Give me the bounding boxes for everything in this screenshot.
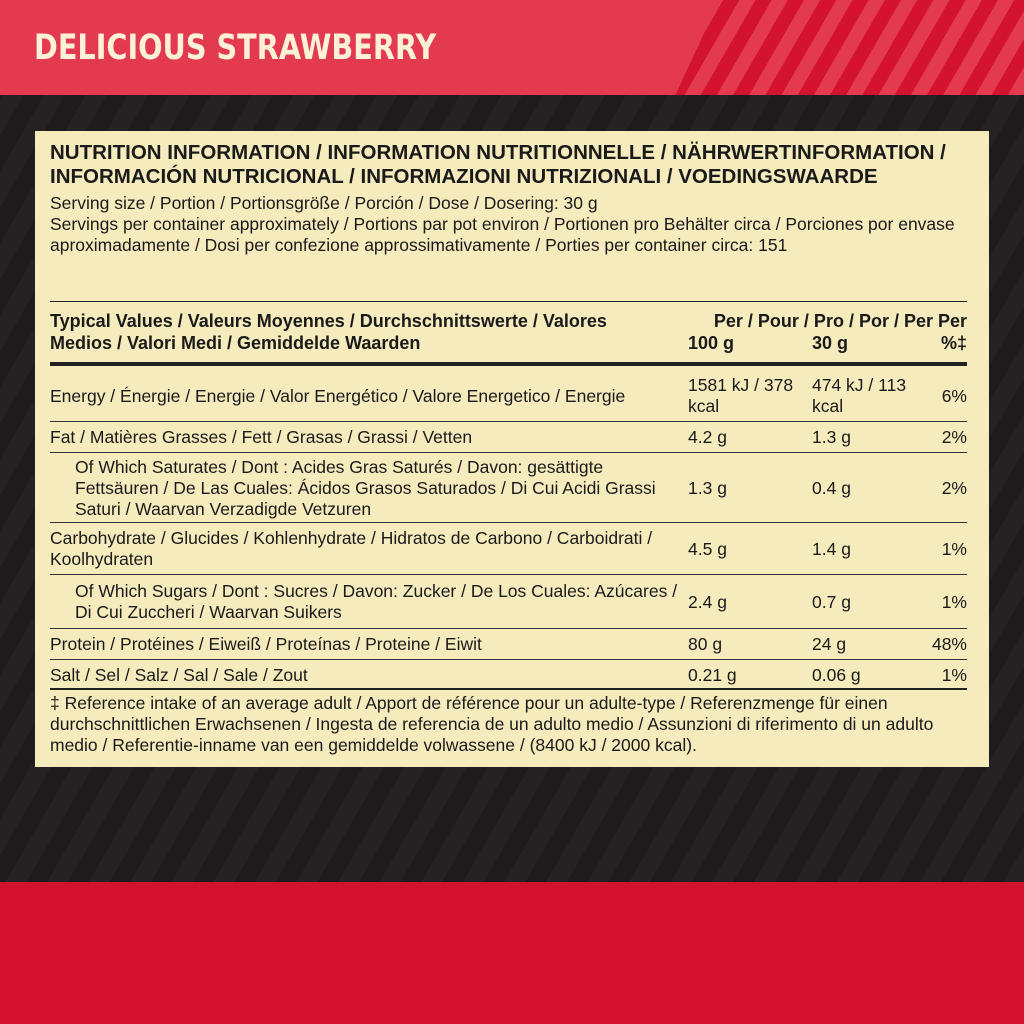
nutrient-label: Of Which Sugars / Dont : Sucres / Davon:… — [75, 581, 678, 622]
value-per-30g: 474 kJ / 113 kcal — [812, 375, 907, 416]
value-per-30g: 1.3 g — [812, 427, 851, 447]
nutrient-label: Salt / Sel / Salz / Sal / Sale / Zout — [50, 664, 308, 685]
value-per-100g: 1581 kJ / 378 kcal — [688, 375, 794, 416]
value-per-100g: 2.4 g — [688, 591, 727, 612]
value-per-100g: 4.5 g — [688, 538, 727, 559]
percent-ri: 1% — [941, 664, 967, 685]
serving-size: Serving size / Portion / Portionsgröße /… — [50, 193, 598, 213]
header-pct: %‡ — [940, 333, 967, 353]
percent-ri: 2% — [941, 477, 967, 498]
nutrient-row: Carbohydrate / Glucides / Kohlenhydrate … — [50, 523, 967, 575]
value-per-100g: 4.2 g — [688, 427, 727, 447]
banner-stripes — [584, 0, 1024, 95]
nutrient-label: Energy / Énergie / Energie / Valor Energ… — [50, 385, 626, 406]
header-100g: 100 g — [688, 333, 735, 353]
value-per-30g: 0.4 g — [812, 477, 851, 498]
nutrient-label: Fat / Matières Grasses / Fett / Grasas /… — [50, 427, 473, 447]
flavor-title: DELICIOUS STRAWBERRY — [34, 28, 437, 68]
nutrient-row: Of Which Saturates / Dont : Acides Gras … — [50, 453, 967, 523]
value-per-100g: 1.3 g — [688, 477, 727, 498]
footnote: ‡ Reference intake of an average adult /… — [50, 693, 934, 755]
nutrient-label: Of Which Saturates / Dont : Acides Gras … — [75, 456, 656, 519]
header-label: Typical Values / Valeurs Moyennes / Durc… — [50, 311, 607, 353]
percent-ri: 6% — [941, 385, 967, 406]
value-per-30g: 0.7 g — [812, 591, 851, 612]
nutrient-row: Protein / Protéines / Eiweiß / Proteínas… — [50, 629, 967, 660]
value-per-100g: 0.21 g — [688, 664, 737, 685]
nutrient-row: Fat / Matières Grasses / Fett / Grasas /… — [50, 422, 967, 453]
percent-ri: 2% — [941, 427, 967, 447]
nutrition-heading: NUTRITION INFORMATION / INFORMATION NUTR… — [50, 141, 946, 188]
servings-per-container: Servings per container approximately / P… — [50, 214, 955, 255]
value-per-100g: 80 g — [688, 634, 723, 654]
percent-ri: 1% — [941, 591, 967, 612]
header-per: Per / Pour / Pro / Por / Per Per — [713, 311, 967, 331]
nutrient-label: Carbohydrate / Glucides / Kohlenhydrate … — [50, 528, 653, 569]
bottom-band — [0, 882, 1024, 1024]
flavor-banner: DELICIOUS STRAWBERRY — [0, 0, 1024, 95]
value-per-30g: 24 g — [812, 634, 847, 654]
table-header: Typical Values / Valeurs Moyennes / Durc… — [50, 301, 967, 366]
percent-ri: 48% — [931, 634, 967, 654]
value-per-30g: 1.4 g — [812, 538, 851, 559]
nutrient-label: Protein / Protéines / Eiweiß / Proteínas… — [50, 634, 482, 654]
percent-ri: 1% — [941, 538, 967, 559]
nutrient-row: Salt / Sel / Salz / Sal / Sale / Zout 0.2… — [50, 660, 967, 690]
nutrition-panel: NUTRITION INFORMATION / INFORMATION NUTR… — [35, 131, 989, 767]
value-per-30g: 0.06 g — [812, 664, 861, 685]
nutrient-row: Of Which Sugars / Dont : Sucres / Davon:… — [50, 575, 967, 629]
header-30g: 30 g — [812, 333, 849, 353]
nutrient-row: Energy / Énergie / Energie / Valor Energ… — [50, 370, 967, 422]
